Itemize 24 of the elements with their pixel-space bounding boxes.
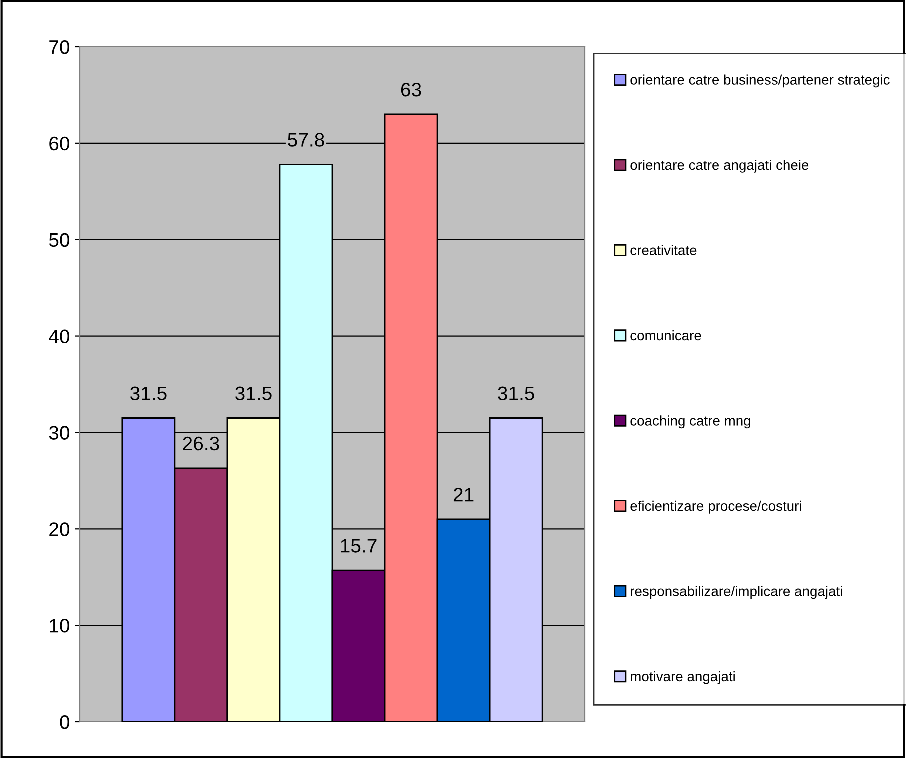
y-tick-label: 20 <box>50 522 70 536</box>
y-tick-label: 60 <box>50 136 70 151</box>
legend-label: eficientizare procese/costuri <box>630 500 802 514</box>
legend-label: orientare catre business/partener strategic <box>630 74 890 88</box>
y-tick-label: 40 <box>49 330 70 344</box>
y-tick-label: 30 <box>49 426 70 440</box>
y-tick-label: 10 <box>50 619 70 633</box>
legend-label: comunicare <box>630 330 702 341</box>
y-tick-label: 0 <box>60 715 70 730</box>
data-label: 57.8 <box>288 133 324 147</box>
data-label: 63 <box>401 83 422 97</box>
data-label: 15.7 <box>341 539 377 553</box>
data-label: 21 <box>454 488 474 502</box>
legend-label: orientare catre angajati cheie <box>630 160 809 173</box>
data-label: 31.5 <box>236 386 272 401</box>
legend-label: responsabilizare/implicare angajati <box>631 586 842 600</box>
data-label: 31.5 <box>498 386 534 401</box>
data-label: 31.5 <box>130 386 167 401</box>
data-label: 26.3 <box>183 436 220 451</box>
legend-label: coaching catre mng <box>630 416 750 429</box>
y-tick-label: 70 <box>50 40 70 54</box>
y-tick-label: 50 <box>49 233 70 248</box>
legend-label: motivare angajati <box>631 671 735 684</box>
legend-label: creativitate <box>630 245 697 256</box>
